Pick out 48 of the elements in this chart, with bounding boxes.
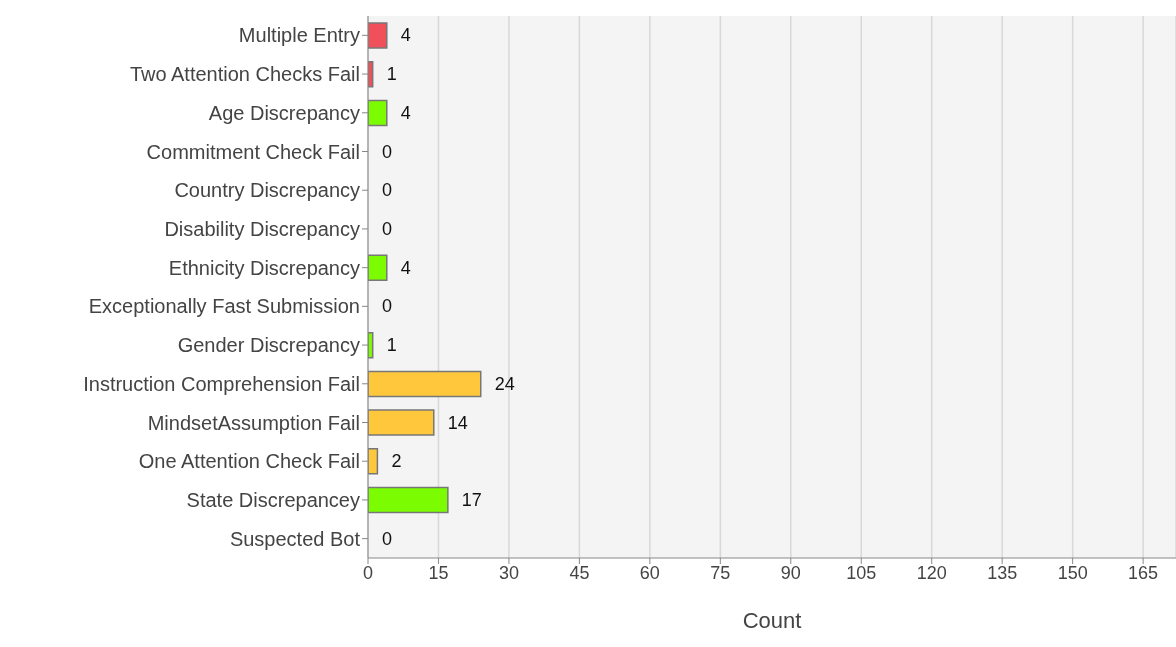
y-tick-label: Instruction Comprehension Fail [83, 372, 360, 395]
bar [368, 486, 449, 514]
x-tick-label: 135 [987, 562, 1018, 583]
data-label: 1 [386, 335, 397, 356]
x-tick-label: 45 [569, 562, 590, 583]
x-axis-title: Count [742, 608, 802, 633]
x-tick-label: 165 [1128, 562, 1159, 583]
y-tick-label: Gender Discrepancy [177, 334, 360, 357]
y-tick-label: Country Discrepancy [174, 179, 360, 202]
data-label: 24 [494, 373, 515, 394]
data-label: 4 [400, 257, 411, 278]
x-tick-label: 0 [362, 562, 374, 583]
data-label: 17 [461, 489, 482, 510]
data-label: 4 [400, 102, 411, 123]
bar [368, 22, 388, 49]
y-tick-label: One Attention Check Fail [138, 450, 360, 473]
bar [368, 99, 388, 127]
y-tick-label: Disability Discrepancy [164, 218, 360, 241]
x-tick-label: 120 [916, 562, 947, 583]
y-tick-label: Suspected Bot [229, 527, 361, 550]
data-label: 4 [400, 25, 411, 46]
x-tick-label: 60 [639, 562, 660, 583]
x-tick-label: 15 [428, 562, 449, 583]
y-tick-label: Ethnicity Discrepancy [168, 256, 360, 279]
y-tick-label: Exceptionally Fast Submission [88, 295, 360, 318]
y-tick-label: State Discrepancey [186, 489, 360, 512]
data-label: 2 [391, 451, 402, 472]
y-tick-label: Multiple Entry [238, 24, 360, 47]
data-label: 0 [382, 528, 393, 549]
x-tick-label: 30 [498, 562, 519, 583]
bar [368, 448, 379, 475]
data-label: 0 [382, 296, 393, 317]
bar [368, 254, 388, 281]
bar [368, 409, 435, 436]
bar [368, 370, 482, 398]
data-label: 0 [382, 141, 393, 162]
data-label: 14 [447, 412, 468, 433]
y-tick-label: Commitment Check Fail [146, 140, 360, 163]
data-label: 0 [382, 180, 393, 201]
y-tick-label: MindsetAssumption Fail [147, 411, 360, 434]
x-tick-label: 150 [1057, 562, 1088, 583]
y-tick-label: Age Discrepancy [208, 101, 360, 124]
x-tick-label: 105 [846, 562, 877, 583]
y-tick-label: Two Attention Checks Fail [129, 63, 360, 86]
data-label: 1 [386, 64, 397, 85]
data-label: 0 [382, 218, 393, 239]
x-tick-label: 75 [710, 562, 731, 583]
x-tick-label: 90 [780, 562, 801, 583]
